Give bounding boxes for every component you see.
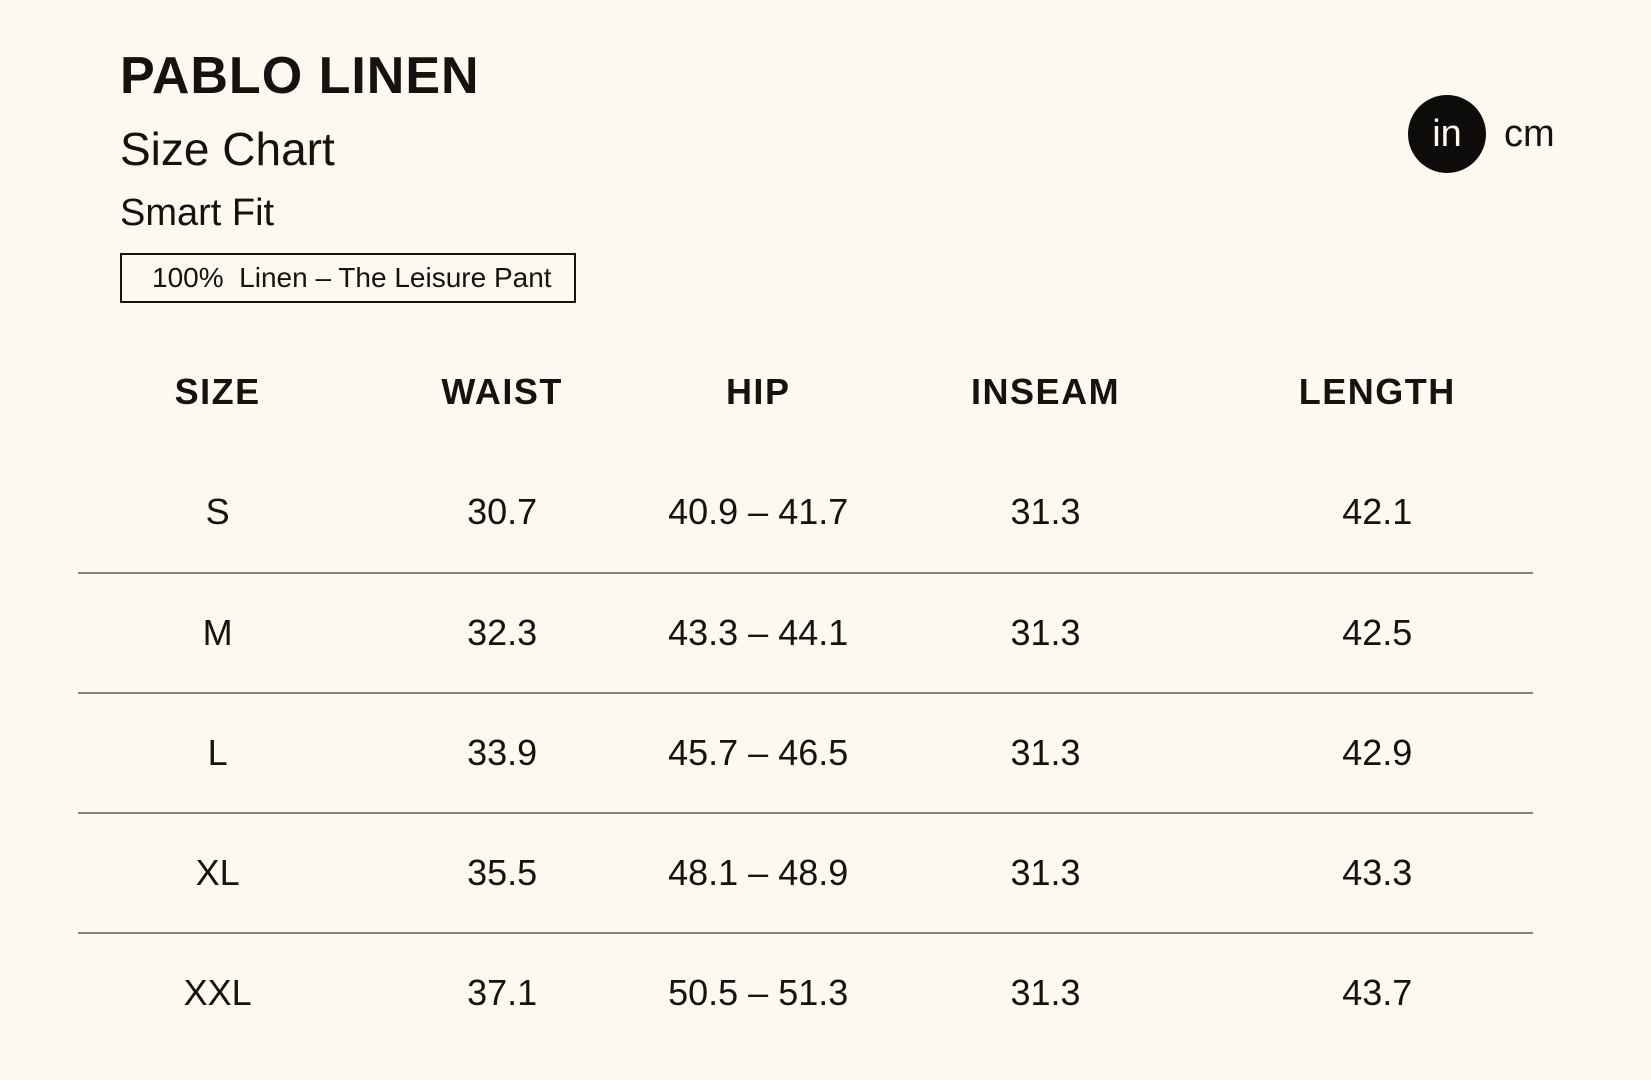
cell-waist: 35.5 [467, 852, 538, 893]
cell-waist: 30.7 [467, 491, 538, 532]
column-header-size: SIZE [174, 371, 261, 412]
cell-size: XL [195, 852, 240, 893]
cell-inseam: 31.3 [1010, 972, 1081, 1013]
cell-waist: 37.1 [467, 972, 538, 1013]
fit-type-label: Smart Fit [120, 192, 275, 234]
cell-length: 42.9 [1342, 732, 1413, 773]
table-row-xl: XL 35.5 48.1 – 48.9 31.3 43.3 [78, 812, 1533, 932]
fabric-note-label: 100% Linen – The Leisure Pant [152, 262, 552, 293]
table-row-xxl: XXL 37.1 50.5 – 51.3 31.3 43.7 [78, 932, 1533, 1052]
cell-length: 43.7 [1342, 972, 1413, 1013]
cell-size: S [205, 491, 230, 532]
cell-length: 43.3 [1342, 852, 1413, 893]
cell-size: L [207, 732, 228, 773]
size-chart-subtitle: Size Chart [120, 123, 335, 175]
cell-length: 42.1 [1342, 491, 1413, 532]
unit-toggle: in cm [1408, 95, 1555, 173]
unit-option-cm[interactable]: cm [1504, 113, 1555, 155]
cell-size: XXL [183, 972, 252, 1013]
column-header-length: LENGTH [1298, 371, 1456, 412]
fabric-note-box: 100% Linen – The Leisure Pant [120, 253, 576, 303]
table-row-l: L 33.9 45.7 – 46.5 31.3 42.9 [78, 692, 1533, 812]
column-header-inseam: INSEAM [971, 371, 1121, 412]
unit-option-in[interactable]: in [1408, 95, 1486, 173]
cell-waist: 33.9 [467, 732, 538, 773]
column-header-hip: HIP [725, 371, 791, 412]
cell-inseam: 31.3 [1010, 852, 1081, 893]
table-row-m: M 32.3 43.3 – 44.1 31.3 42.5 [78, 572, 1533, 692]
page-title: PABLO LINEN [120, 47, 480, 105]
cell-size: M [202, 612, 233, 653]
size-table: SIZE WAIST HIP INSEAM LENGTH S 30.7 40.9… [78, 332, 1533, 1052]
cell-waist: 32.3 [467, 612, 538, 653]
table-row-s: S 30.7 40.9 – 41.7 31.3 42.1 [78, 452, 1533, 572]
cell-hip: 45.7 – 46.5 [668, 732, 849, 773]
size-table-header-row: SIZE WAIST HIP INSEAM LENGTH [78, 332, 1533, 452]
cell-hip: 40.9 – 41.7 [668, 491, 849, 532]
column-header-waist: WAIST [441, 371, 563, 412]
cell-inseam: 31.3 [1010, 732, 1081, 773]
cell-length: 42.5 [1342, 612, 1413, 653]
cell-hip: 50.5 – 51.3 [668, 972, 849, 1013]
cell-inseam: 31.3 [1010, 491, 1081, 532]
cell-hip: 43.3 – 44.1 [668, 612, 849, 653]
cell-inseam: 31.3 [1010, 612, 1081, 653]
cell-hip: 48.1 – 48.9 [668, 852, 849, 893]
